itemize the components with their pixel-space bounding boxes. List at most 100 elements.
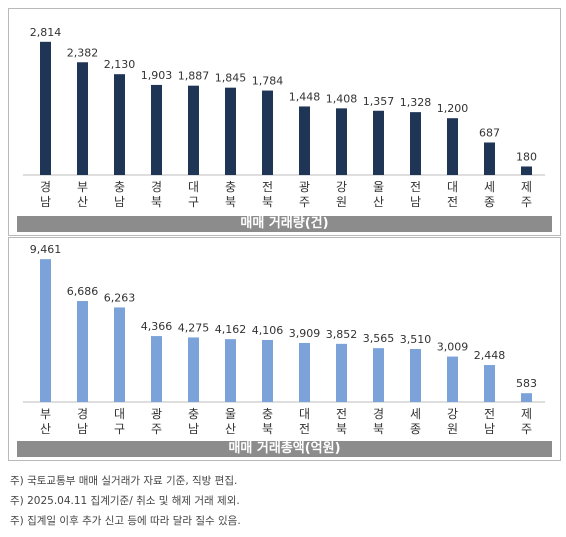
trade-volume-chart-title: 매매 거래량(건) bbox=[17, 216, 552, 232]
data-label: 1,448 bbox=[289, 90, 321, 103]
category-label: 부 bbox=[40, 407, 51, 421]
bar bbox=[299, 106, 310, 175]
bar bbox=[336, 108, 347, 175]
category-label: 강 bbox=[447, 407, 458, 421]
category-label: 전 bbox=[299, 422, 310, 436]
category-label: 부 bbox=[77, 180, 88, 194]
data-label: 687 bbox=[479, 126, 500, 139]
category-label: 북 bbox=[336, 422, 347, 436]
category-label: 북 bbox=[262, 195, 273, 209]
bar bbox=[188, 85, 199, 175]
bar bbox=[447, 118, 458, 175]
category-label: 경 bbox=[40, 180, 51, 194]
category-label: 남 bbox=[484, 422, 495, 436]
category-label: 남 bbox=[410, 195, 421, 209]
category-label: 광 bbox=[299, 180, 310, 194]
category-label: 주 bbox=[299, 195, 310, 209]
bar bbox=[521, 166, 532, 175]
footnote: 주) 집계일 이후 추가 신고 등에 따라 달라 질수 있음. bbox=[10, 515, 241, 527]
footnotes: 주) 국토교통부 매매 실거래가 자료 기준, 직방 편집. 주) 2025.0… bbox=[10, 471, 241, 531]
category-label: 원 bbox=[447, 422, 458, 436]
footnote: 주) 국토교통부 매매 실거래가 자료 기준, 직방 편집. bbox=[10, 475, 238, 487]
data-label: 583 bbox=[516, 377, 537, 390]
category-label: 남 bbox=[40, 195, 51, 209]
category-label: 대 bbox=[299, 407, 310, 421]
category-label: 주 bbox=[521, 422, 532, 436]
data-label: 1,784 bbox=[252, 75, 284, 88]
data-label: 3,852 bbox=[326, 328, 358, 341]
trade-volume-chart-panel: 2,814 경 남 2,382 부 산 2,130 충 남 1,903 경 북 1,887 대 구 1,845… bbox=[8, 8, 561, 236]
data-label: 1,903 bbox=[141, 69, 173, 82]
category-label: 남 bbox=[77, 422, 88, 436]
bar bbox=[262, 339, 273, 402]
category-label: 남 bbox=[114, 195, 125, 209]
bar bbox=[225, 339, 236, 402]
data-label: 3,510 bbox=[400, 333, 432, 346]
trade-amount-chart-title: 매매 거래총액(억원) bbox=[17, 441, 552, 457]
data-label: 9,461 bbox=[30, 243, 62, 256]
category-label: 대 bbox=[114, 407, 125, 421]
bar bbox=[410, 112, 421, 175]
data-label: 2,814 bbox=[30, 26, 62, 39]
category-label: 주 bbox=[521, 195, 532, 209]
bar bbox=[373, 348, 384, 402]
category-label: 원 bbox=[336, 195, 347, 209]
category-label: 북 bbox=[225, 195, 236, 209]
data-label: 3,909 bbox=[289, 327, 321, 340]
category-label: 산 bbox=[373, 195, 384, 209]
data-label: 1,408 bbox=[326, 92, 358, 105]
footnote: 주) 2025.04.11 집계기준/ 취소 및 해제 거래 제외. bbox=[10, 495, 240, 507]
category-label: 제 bbox=[521, 407, 532, 421]
bar bbox=[521, 393, 532, 402]
category-label: 충 bbox=[188, 407, 199, 421]
bar bbox=[336, 343, 347, 402]
data-label: 4,275 bbox=[178, 321, 210, 334]
category-label: 광 bbox=[151, 407, 162, 421]
category-label: 전 bbox=[410, 180, 421, 194]
category-label: 대 bbox=[447, 180, 458, 194]
trade-amount-chart-panel: 9,461 부 산 6,686 경 남 6,263 대 구 4,366 광 주 4,275 충 남 4,162… bbox=[8, 237, 561, 461]
bar bbox=[40, 259, 51, 402]
category-label: 주 bbox=[151, 422, 162, 436]
category-label: 경 bbox=[77, 407, 88, 421]
data-label: 6,686 bbox=[67, 285, 99, 298]
category-label: 종 bbox=[410, 422, 421, 436]
category-label: 세 bbox=[484, 180, 495, 194]
data-label: 4,162 bbox=[215, 323, 247, 336]
bar bbox=[225, 87, 236, 175]
trade-volume-chart: 2,814 경남 2,382 부산 2,130 충남 1,903 경북 1,887 대구 1,845… bbox=[23, 26, 545, 209]
category-label: 종 bbox=[484, 195, 495, 209]
data-label: 1,328 bbox=[400, 96, 432, 109]
category-label: 산 bbox=[77, 195, 88, 209]
category-label: 충 bbox=[114, 180, 125, 194]
category-label: 울 bbox=[225, 407, 236, 421]
data-label: 3,565 bbox=[363, 332, 395, 345]
category-label: 전 bbox=[262, 180, 273, 194]
category-label: 산 bbox=[225, 422, 236, 436]
category-label: 구 bbox=[188, 195, 199, 209]
category-label: 전 bbox=[484, 407, 495, 421]
bar bbox=[484, 142, 495, 175]
bar bbox=[151, 336, 162, 402]
category-label: 산 bbox=[40, 422, 51, 436]
bar bbox=[40, 41, 51, 175]
category-label: 세 bbox=[410, 407, 421, 421]
bar bbox=[299, 342, 310, 402]
bar bbox=[373, 110, 384, 175]
category-label: 울 bbox=[373, 180, 384, 194]
data-label: 1,200 bbox=[437, 102, 469, 115]
bar bbox=[262, 90, 273, 175]
data-label: 4,106 bbox=[252, 324, 284, 337]
data-label: 4,366 bbox=[141, 320, 173, 333]
bar bbox=[114, 307, 125, 402]
data-label: 2,382 bbox=[67, 46, 99, 59]
data-label: 1,357 bbox=[363, 95, 395, 108]
category-label: 전 bbox=[447, 195, 458, 209]
data-label: 2,130 bbox=[104, 58, 136, 71]
category-label: 남 bbox=[188, 422, 199, 436]
data-label: 6,263 bbox=[104, 291, 136, 304]
bar bbox=[114, 74, 125, 175]
category-label: 북 bbox=[373, 422, 384, 436]
category-label: 북 bbox=[262, 422, 273, 436]
data-label: 1,887 bbox=[178, 70, 210, 83]
